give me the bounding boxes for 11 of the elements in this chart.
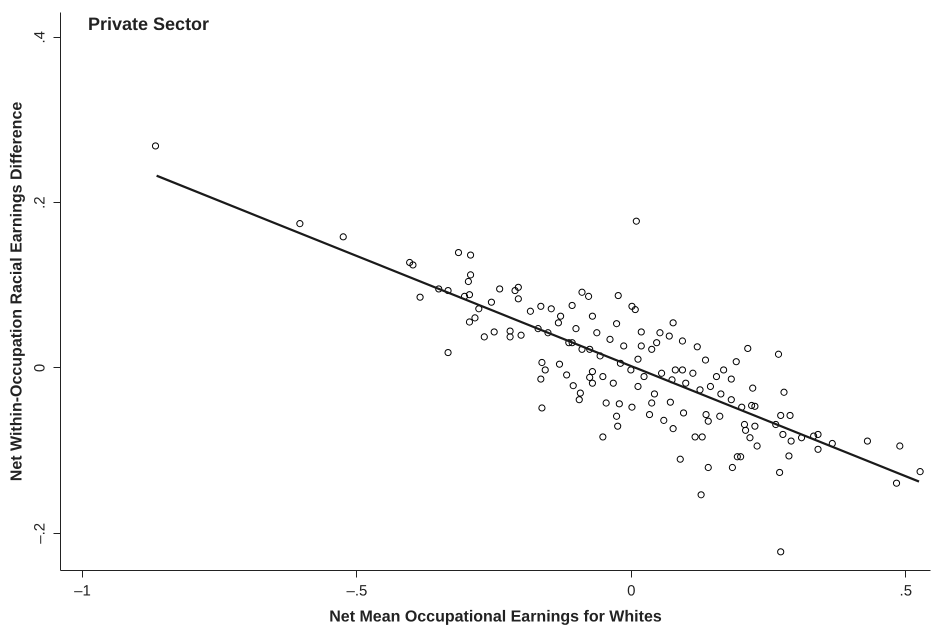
x-axis-title: Net Mean Occupational Earnings for Whites <box>329 608 662 626</box>
y-axis-title: Net Within-Occupation Racial Earnings Difference <box>8 102 26 482</box>
x-tick-label: .5 <box>900 582 912 600</box>
y-tick-label: –.2 <box>32 522 48 544</box>
x-tick-label: 0 <box>627 582 636 600</box>
y-tick-label: .2 <box>32 196 48 209</box>
chart-title: Private Sector <box>88 14 210 34</box>
x-tick-label: –.5 <box>346 582 368 600</box>
y-tick-label: 0 <box>32 364 48 372</box>
x-tick-label: –1 <box>74 582 91 600</box>
y-tick-label: .4 <box>32 31 48 44</box>
